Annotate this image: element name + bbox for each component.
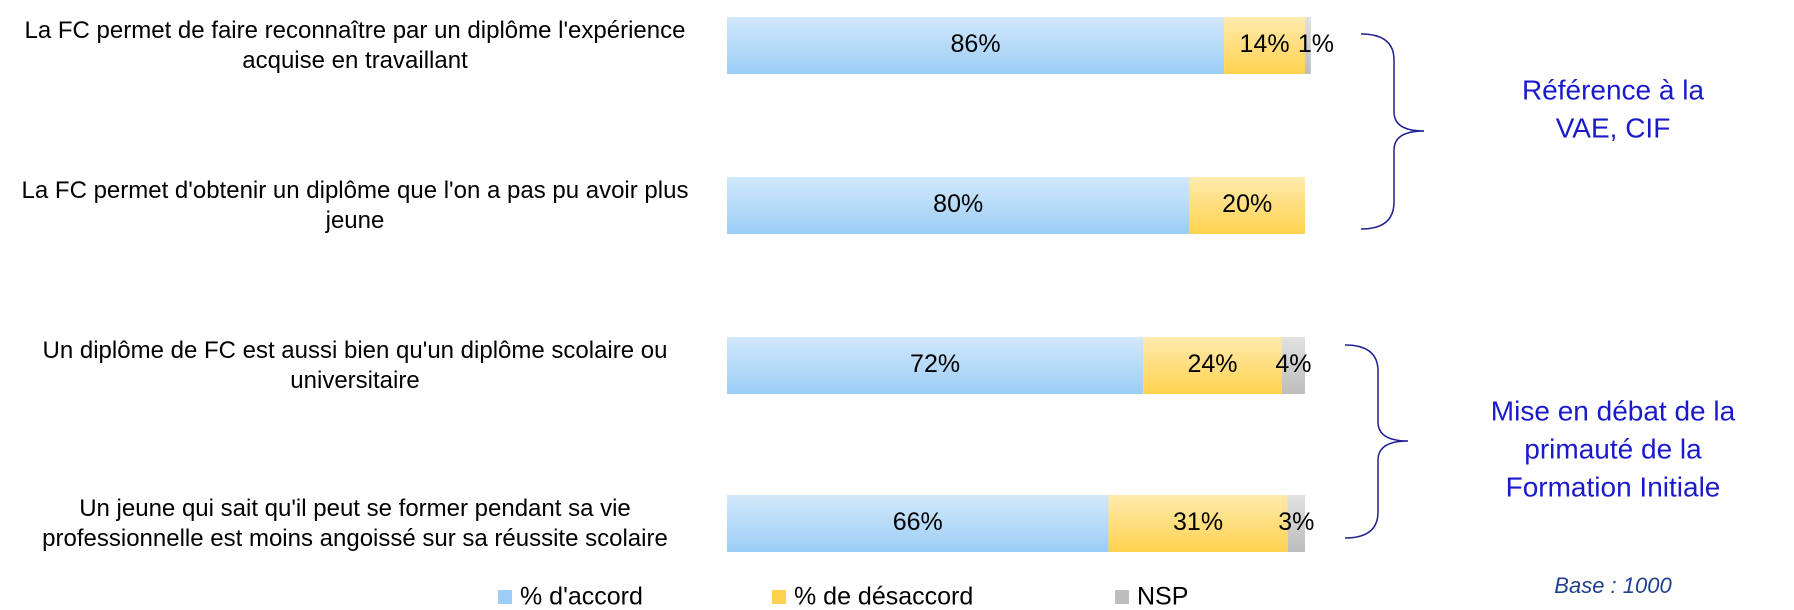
legend-label: % de désaccord <box>794 583 973 610</box>
value-label: 80% <box>933 190 983 218</box>
bar-shine <box>727 177 1190 234</box>
value-label: 86% <box>951 30 1001 58</box>
annotation: Référence à la <box>1522 74 1705 105</box>
category-label: La FC permet d'obtenir un diplôme que l'… <box>21 176 689 234</box>
value-label: 20% <box>1222 190 1272 218</box>
bar-shine <box>1143 337 1282 394</box>
value-label: 24% <box>1187 350 1237 378</box>
brace <box>1344 344 1409 539</box>
bar-shine <box>1287 495 1305 552</box>
bar-shine <box>1281 337 1305 394</box>
bar-shine <box>1305 17 1311 74</box>
value-label: 4% <box>1275 350 1311 378</box>
annotation: VAE, CIF <box>1556 112 1671 143</box>
base-note: Base : 1000 <box>1554 573 1672 598</box>
bar-shine <box>1189 177 1305 234</box>
bar-shine <box>727 495 1109 552</box>
value-label: 66% <box>893 508 943 536</box>
category-label: Un diplôme de FC est aussi bien qu'un di… <box>42 336 668 394</box>
category-label: La FC permet de faire reconnaître par un… <box>24 16 686 74</box>
legend-swatch <box>1115 590 1129 604</box>
annotation: Formation Initiale <box>1506 471 1721 502</box>
annotation: primauté de la <box>1524 433 1702 464</box>
value-label: 72% <box>910 350 960 378</box>
legend-swatch <box>772 590 786 604</box>
brace <box>1360 33 1425 230</box>
bar-shine <box>1108 495 1288 552</box>
bar-shine <box>727 337 1144 394</box>
legend-swatch <box>498 590 512 604</box>
bar-shine <box>1224 17 1305 74</box>
value-label: 3% <box>1278 508 1314 536</box>
value-label: 1% <box>1298 30 1334 58</box>
legend-label: NSP <box>1137 583 1188 610</box>
annotation: Mise en débat de la <box>1491 395 1736 426</box>
category-label: Un jeune qui sait qu'il peut se former p… <box>42 494 668 552</box>
value-label: 14% <box>1240 30 1290 58</box>
bar-shine <box>727 17 1225 74</box>
value-label: 31% <box>1173 508 1223 536</box>
legend-label: % d'accord <box>520 583 643 610</box>
